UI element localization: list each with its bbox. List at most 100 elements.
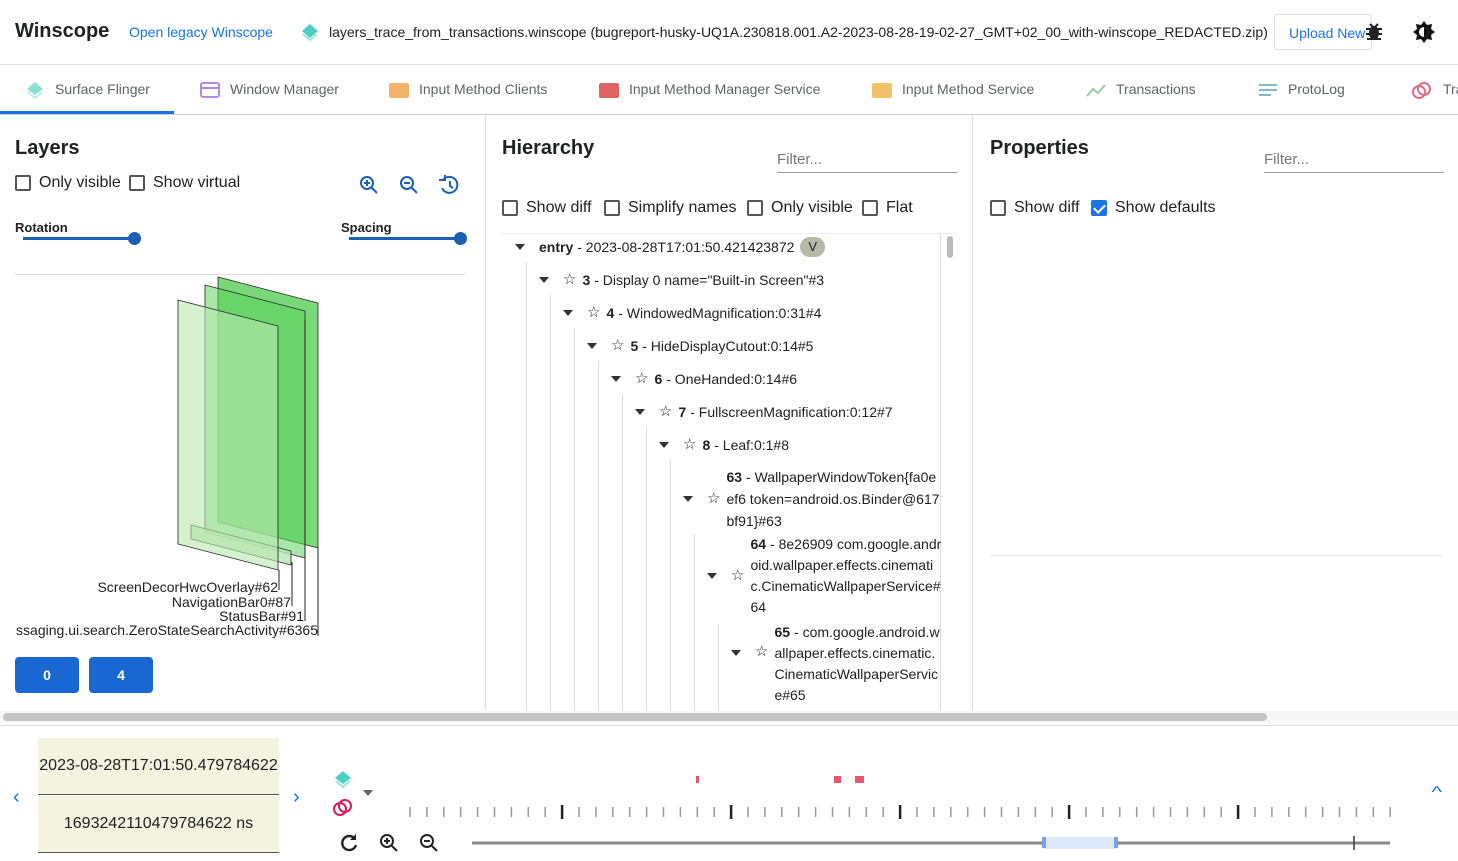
rotation-label: Rotation [15,220,68,235]
range-handle-left [1042,837,1046,848]
range-handle-right [1114,837,1118,848]
tab-input-method-service[interactable]: Input Method Service [872,66,1034,114]
rotation-slider[interactable] [23,237,135,240]
display-button-0[interactable]: 0 [15,657,79,693]
trace-filename: layers_trace_from_transactions.winscope … [329,24,1268,40]
timeline-track[interactable] [0,726,1458,861]
layers-icon [302,24,318,42]
star-icon[interactable]: ☆ [755,643,769,660]
transaction-marker [855,776,864,783]
tab-transactions[interactable]: Transactions [1086,66,1196,114]
show-virtual-checkbox[interactable]: Show virtual [129,174,240,192]
scrollbar-thumb[interactable] [3,713,1267,721]
keyboard-icon [389,83,409,98]
layer-label[interactable]: NavigationBar0#87 [171,594,291,610]
show-defaults-checkbox[interactable]: Show defaults [1091,199,1216,217]
star-icon[interactable]: ☆ [659,403,673,420]
tree-node[interactable]: ☆ 7- FullscreenMagnification:0:12#7 [635,402,893,422]
layer-label[interactable]: StatusBar#91 [219,608,304,624]
spacing-label: Spacing [341,220,392,235]
simplify-names-checkbox[interactable]: Simplify names [604,199,736,217]
trace-selector-dropdown-icon[interactable] [363,790,373,796]
hierarchy-tree: entry - 2023-08-28T17:01:50.421423872 V ☆ 3… [502,233,957,710]
tree-node[interactable]: ☆ 5- HideDisplayCutout:0:14#5 [587,336,813,356]
layer-rect[interactable] [177,299,279,571]
only-visible-checkbox[interactable]: Only visible [15,174,121,192]
dark-mode-icon[interactable] [1413,21,1435,43]
tree-node-entry[interactable]: entry - 2023-08-28T17:01:50.421423872 V [515,237,826,257]
tab-input-method-manager-service[interactable]: Input Method Manager Service [599,66,820,114]
timestamp-input[interactable]: 2023-08-28T17:01:50.479784622 [38,738,279,795]
show-diff-checkbox[interactable]: Show diff [502,199,592,217]
star-icon[interactable]: ☆ [587,304,601,321]
spacing-slider[interactable] [349,237,461,240]
timestamp-ns-input[interactable]: 1693242110479784622 ns [38,796,279,853]
star-icon[interactable]: ☆ [731,567,745,584]
zoom-out-icon[interactable] [399,175,419,195]
transaction-marker [834,776,841,783]
tab-transitions[interactable]: Tra [1411,66,1458,114]
timeline-icon [1086,84,1106,97]
layer-label[interactable]: ssaging.ui.search.ZeroStateSearchActivit… [16,622,318,638]
zoom-out-icon[interactable] [419,833,439,853]
previous-entry-button[interactable]: ‹ [13,786,20,808]
tab-surface-flinger[interactable]: Surface Flinger [25,66,150,114]
tab-label: Tra [1443,81,1458,97]
open-legacy-link[interactable]: Open legacy Winscope [129,24,273,40]
reset-view-icon[interactable] [438,174,460,196]
upload-new-button[interactable]: Upload New [1274,14,1372,50]
app-title: Winscope [15,20,110,42]
trace-tabs: Surface Flinger Window Manager Input Met… [0,66,1458,115]
tree-scrollbar[interactable] [947,236,953,258]
active-tab-indicator [0,111,174,114]
tab-label: Window Manager [230,81,339,97]
layers-icon[interactable] [333,770,353,790]
tab-label: ProtoLog [1288,81,1345,97]
flat-checkbox[interactable]: Flat [862,199,913,217]
tree-node[interactable]: ☆ 65- com.google.android.wallpaper.effect… [731,622,943,706]
star-icon[interactable]: ☆ [611,337,625,354]
tree-node[interactable]: ☆ 4- WindowedMagnification:0:31#4 [563,303,821,323]
tab-label: Surface Flinger [55,81,150,97]
display-button-4[interactable]: 4 [89,657,153,693]
divider [15,274,465,275]
spacing-slider-thumb[interactable] [454,232,467,245]
tree-node[interactable]: ☆ 6- OneHanded:0:14#6 [611,369,797,389]
properties-panel: Properties Filter... Show diff Show defa… [973,115,1458,710]
star-icon[interactable]: ☆ [563,271,577,288]
zoom-in-icon[interactable] [359,175,379,195]
hierarchy-filter-input[interactable]: Filter... [777,145,957,173]
layers-3d-view[interactable] [0,270,486,650]
layers-title: Layers [15,137,80,159]
star-icon[interactable]: ☆ [635,370,649,387]
tree-node[interactable]: ☆ 3- Display 0 name="Built-in Screen"#3 [539,270,824,290]
tab-window-manager[interactable]: Window Manager [200,66,339,114]
tree-node[interactable]: ☆ 64- 8e26909 com.google.android.wallpape… [707,534,943,618]
rings-icon [1412,82,1431,99]
next-entry-button[interactable]: › [293,786,300,808]
tree-node[interactable]: ☆ 8- Leaf:0:1#8 [659,435,789,455]
layer-label[interactable]: ScreenDecorHwcOverlay#62 [97,579,278,595]
visible-badge: V [800,237,826,257]
rings-icon[interactable] [332,797,354,819]
zoom-in-icon[interactable] [379,833,399,853]
horizontal-scrollbar[interactable] [0,711,1458,723]
star-icon[interactable]: ☆ [707,490,721,507]
tab-label: Input Method Clients [419,81,548,97]
refresh-icon[interactable] [339,833,359,853]
bug-report-icon[interactable] [1365,22,1383,42]
expand-timeline-button[interactable]: ^ [1431,784,1443,801]
notes-icon [1259,84,1277,96]
hierarchy-panel: Hierarchy Filter... Show diff Simplify n… [486,115,973,710]
show-diff-checkbox[interactable]: Show diff [990,199,1080,217]
tab-input-method-clients[interactable]: Input Method Clients [389,66,547,114]
layers-icon [27,82,43,99]
only-visible-checkbox[interactable]: Only visible [747,199,853,217]
star-icon[interactable]: ☆ [683,436,697,453]
keyboard-icon [872,83,892,98]
properties-filter-input[interactable]: Filter... [1264,145,1444,173]
tree-node[interactable]: ☆ 63- WallpaperWindowToken{fa0eef6 token=… [683,466,943,532]
rotation-slider-thumb[interactable] [128,232,141,245]
tab-protolog[interactable]: ProtoLog [1258,66,1345,114]
header: Winscope Open legacy Winscope layers_tra… [0,0,1458,65]
